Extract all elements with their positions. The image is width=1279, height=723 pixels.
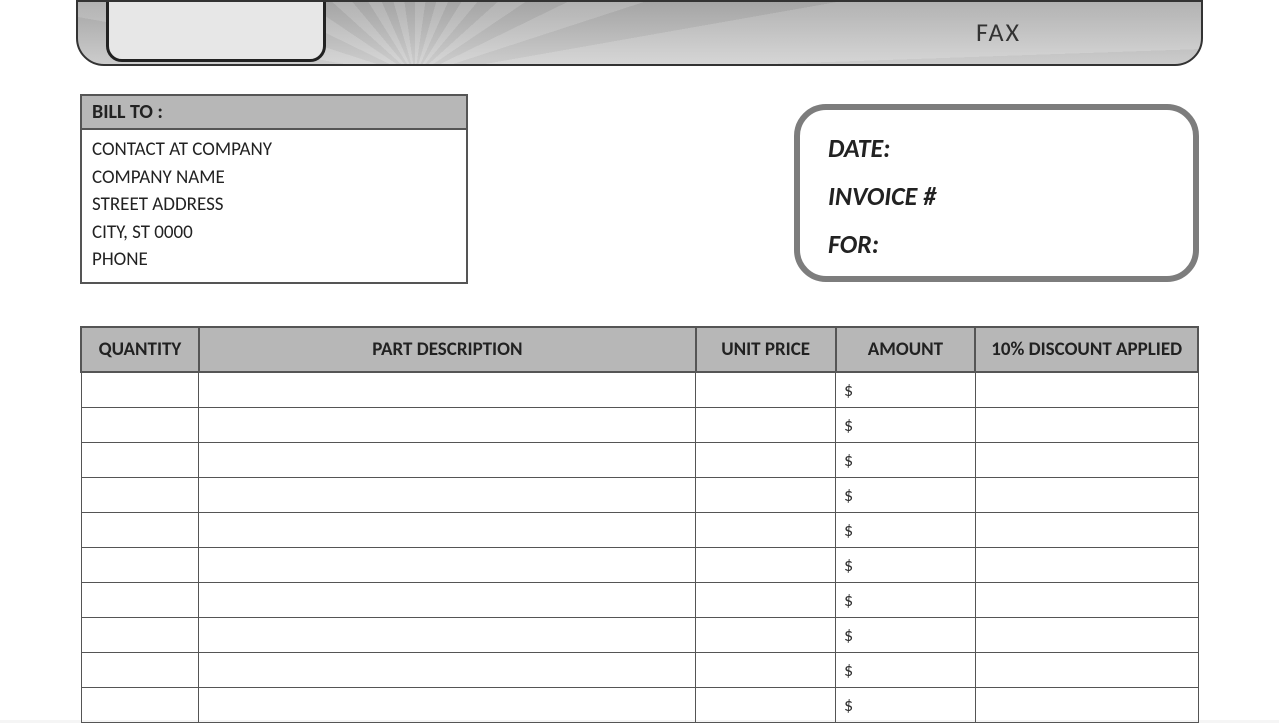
table-cell: [81, 582, 199, 617]
table-cell: $: [836, 617, 976, 652]
table-cell: [81, 442, 199, 477]
bill-to-header: BILL TO :: [82, 96, 466, 130]
table-cell: [199, 687, 696, 722]
table-cell: [975, 582, 1198, 617]
invoice-info-box: DATE: INVOICE # FOR:: [794, 104, 1199, 282]
table-row: $: [81, 512, 1198, 547]
bill-to-contact: CONTACT AT COMPANY: [92, 136, 456, 164]
table-cell: [975, 442, 1198, 477]
table-cell: [696, 477, 836, 512]
table-cell: [81, 687, 199, 722]
table-cell: [199, 547, 696, 582]
bill-to-street: STREET ADDRESS: [92, 191, 456, 219]
bill-to-city: CITY, ST 0000: [92, 219, 456, 247]
table-cell: [696, 442, 836, 477]
table-cell: $: [836, 407, 976, 442]
table-cell: [81, 652, 199, 687]
fax-label: FAX: [976, 16, 1021, 48]
table-body: $$$$$$$$$$: [81, 372, 1198, 722]
table-cell: [975, 512, 1198, 547]
table-cell: [81, 477, 199, 512]
table-cell: [975, 617, 1198, 652]
table-cell: [975, 652, 1198, 687]
table-cell: [975, 477, 1198, 512]
bill-to-company: COMPANY NAME: [92, 164, 456, 192]
table-cell: $: [836, 687, 976, 722]
table-cell: [199, 617, 696, 652]
table-header-row: QUANTITY PART DESCRIPTION UNIT PRICE AMO…: [81, 327, 1198, 372]
col-unit-price: UNIT PRICE: [696, 327, 836, 372]
col-quantity: QUANTITY: [81, 327, 199, 372]
table-row: $: [81, 547, 1198, 582]
table-cell: [81, 512, 199, 547]
table-cell: [696, 582, 836, 617]
table-row: $: [81, 652, 1198, 687]
header-banner: FAX: [76, 0, 1203, 66]
table-cell: [696, 547, 836, 582]
invoice-page: FAX BILL TO : CONTACT AT COMPANY COMPANY…: [0, 0, 1279, 720]
for-label: FOR:: [828, 228, 1165, 260]
table-cell: [199, 442, 696, 477]
table-cell: [199, 652, 696, 687]
table-row: $: [81, 372, 1198, 407]
date-label: DATE:: [828, 132, 1165, 164]
table-cell: $: [836, 652, 976, 687]
table-cell: [696, 617, 836, 652]
col-description: PART DESCRIPTION: [199, 327, 696, 372]
table-cell: [199, 512, 696, 547]
bill-to-box: BILL TO : CONTACT AT COMPANY COMPANY NAM…: [80, 94, 468, 284]
table-cell: [975, 687, 1198, 722]
table-row: $: [81, 617, 1198, 652]
table-cell: $: [836, 477, 976, 512]
line-items-table: QUANTITY PART DESCRIPTION UNIT PRICE AMO…: [80, 326, 1199, 723]
table-cell: [975, 547, 1198, 582]
table-cell: [199, 372, 696, 407]
table-cell: [81, 372, 199, 407]
table-cell: [696, 512, 836, 547]
table-cell: [81, 407, 199, 442]
table-cell: $: [836, 582, 976, 617]
table-row: $: [81, 442, 1198, 477]
invoice-label: INVOICE #: [828, 180, 1165, 212]
logo-placeholder: [106, 0, 326, 62]
table-cell: [81, 547, 199, 582]
table-cell: [199, 407, 696, 442]
table-row: $: [81, 477, 1198, 512]
table-cell: $: [836, 442, 976, 477]
table-cell: [975, 372, 1198, 407]
table-row: $: [81, 582, 1198, 617]
col-amount: AMOUNT: [836, 327, 976, 372]
col-discount: 10% DISCOUNT APPLIED: [975, 327, 1198, 372]
table-cell: [199, 582, 696, 617]
table-cell: [696, 407, 836, 442]
table-cell: $: [836, 547, 976, 582]
table-cell: [696, 652, 836, 687]
table-cell: $: [836, 372, 976, 407]
table-cell: [696, 372, 836, 407]
table-cell: [81, 617, 199, 652]
table-cell: [696, 687, 836, 722]
table-cell: [975, 407, 1198, 442]
bill-to-body: CONTACT AT COMPANY COMPANY NAME STREET A…: [82, 130, 466, 282]
table-row: $: [81, 407, 1198, 442]
bill-to-phone: PHONE: [92, 246, 456, 274]
table-cell: $: [836, 512, 976, 547]
table-row: $: [81, 687, 1198, 722]
table-cell: [199, 477, 696, 512]
